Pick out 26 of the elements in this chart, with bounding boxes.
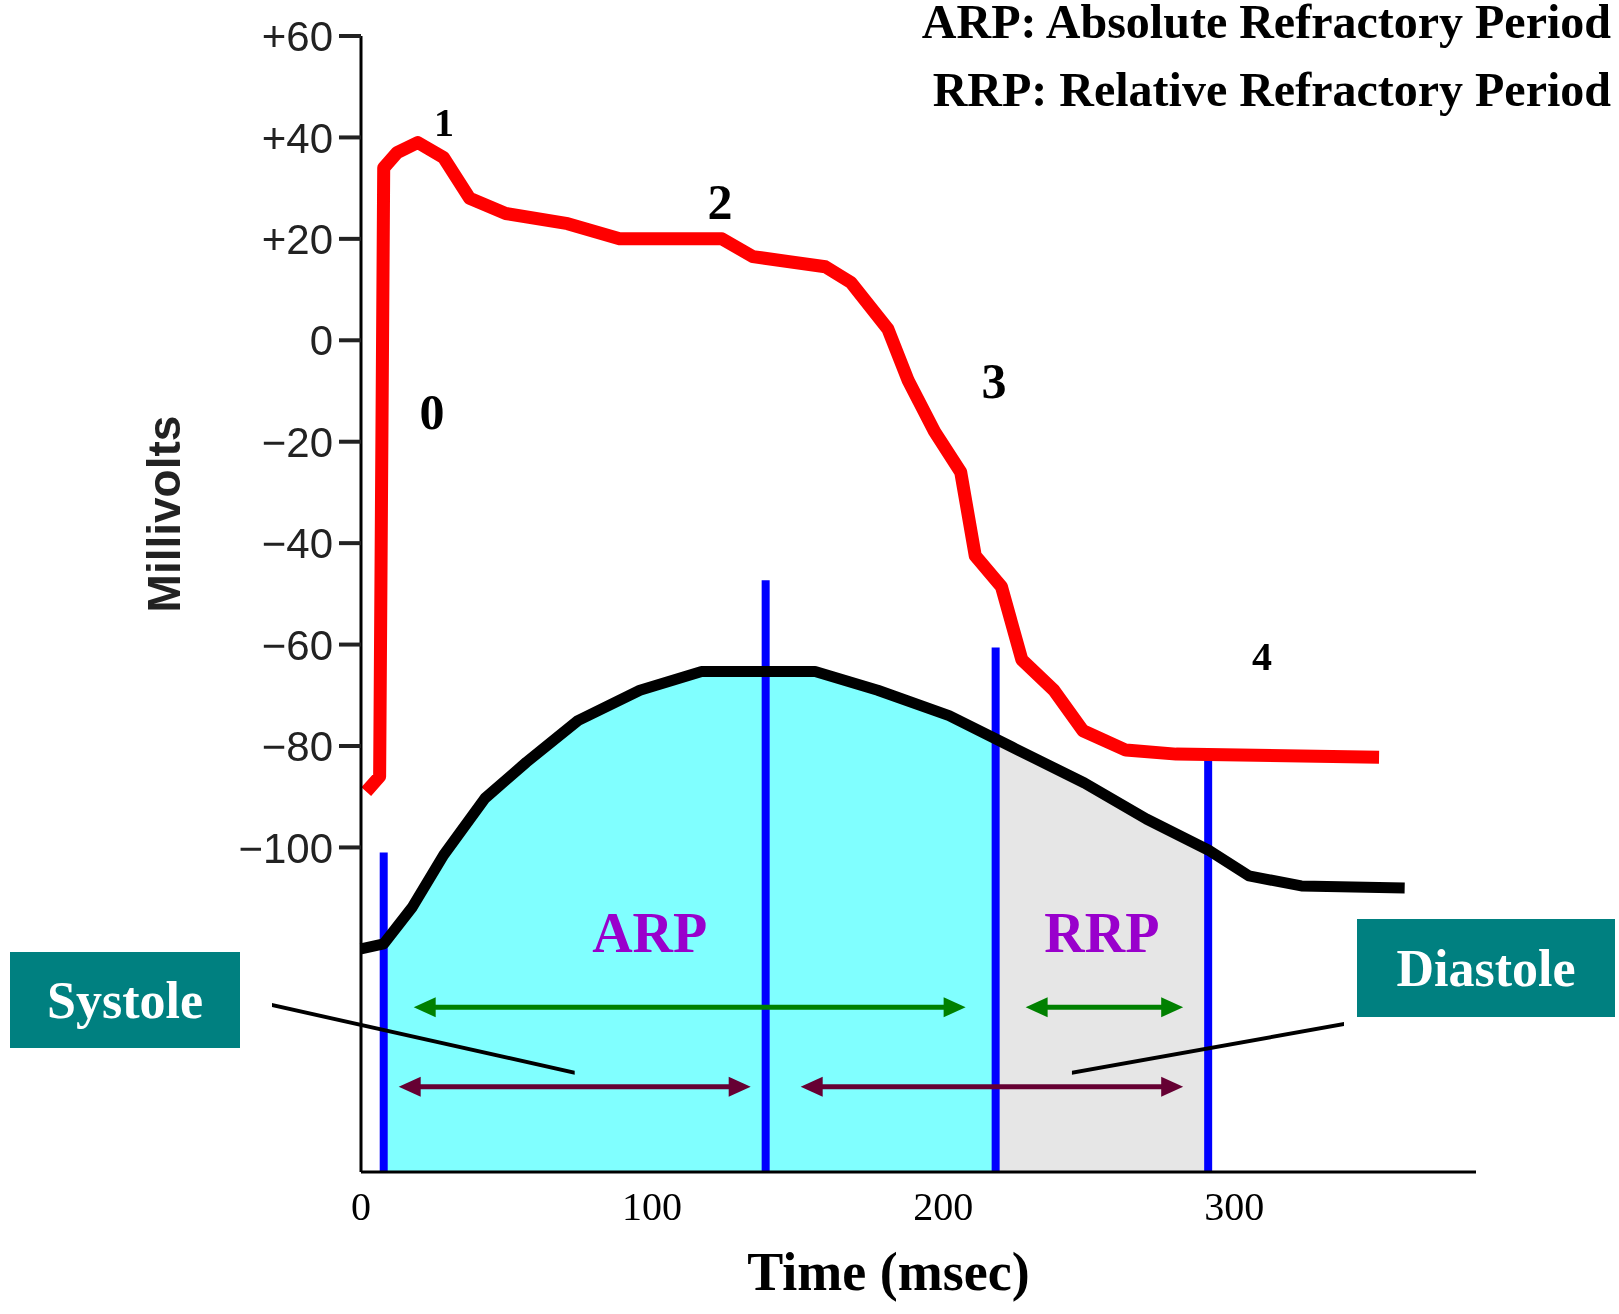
- annotation: 2: [707, 173, 733, 230]
- x-tick-label: 300: [1204, 1184, 1265, 1229]
- x-tick-label: 200: [913, 1184, 974, 1229]
- annotation: RRP: [1044, 902, 1160, 965]
- callout: Systole: [10, 952, 575, 1075]
- annotation: 1: [434, 100, 454, 145]
- annotation: RRP: Relative Refractory Period: [932, 63, 1612, 116]
- annotation: ARP: [592, 902, 708, 965]
- y-tick-label: −100: [238, 824, 333, 872]
- y-tick-label: +40: [261, 114, 333, 162]
- x-tick-label: 100: [622, 1184, 683, 1229]
- y-tick-label: −20: [261, 418, 333, 466]
- y-axis-title: Millivolts: [138, 415, 190, 613]
- annotation: ARP: Absolute Refractory Period: [921, 0, 1612, 48]
- x-tick-label: 0: [351, 1184, 371, 1229]
- y-tick-label: +20: [261, 215, 333, 263]
- annotation: 4: [1252, 634, 1272, 679]
- annotation: Diastole: [1396, 940, 1576, 998]
- y-tick-label: −40: [261, 520, 333, 568]
- x-axis-title: Time (msec): [747, 1242, 1030, 1302]
- y-tick-label: −60: [261, 621, 333, 669]
- annotation: 3: [981, 352, 1007, 409]
- y-tick-label: −80: [261, 723, 333, 771]
- y-tick-label: +60: [261, 13, 333, 61]
- y-tick-label: 0: [309, 317, 333, 365]
- annotation: 0: [419, 383, 445, 440]
